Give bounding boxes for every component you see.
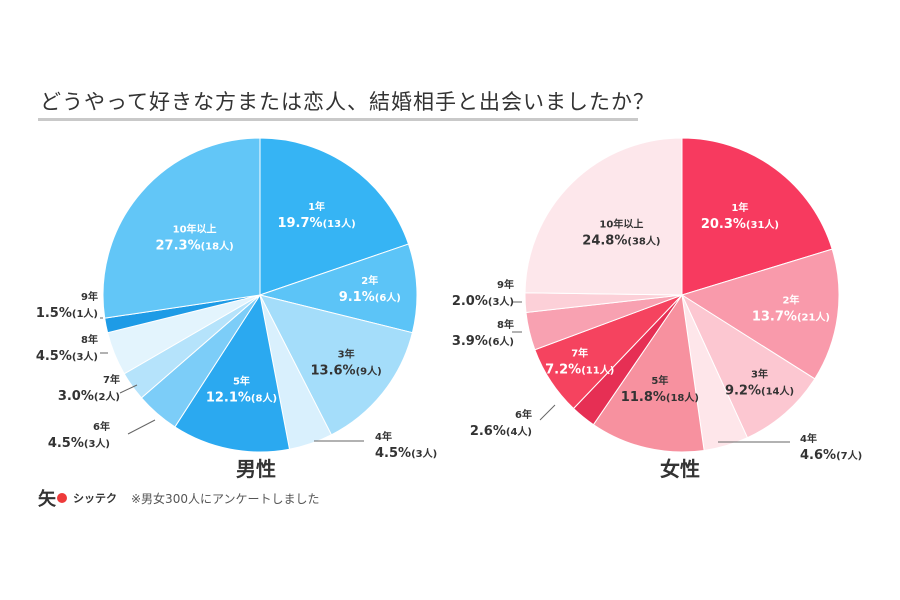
leader-line-6 (127, 419, 156, 435)
chart-title: 女性 (660, 457, 700, 481)
slice-label-1-value: 19.7%(13人) (277, 216, 355, 231)
slice-label-8-value: 3.9%(6人) (452, 334, 514, 349)
slice-label-5-category: 5年 (651, 374, 668, 387)
pie-slice-1 (681, 137, 833, 296)
page-title: どうやって好きな方または恋人、結婚相手と出会いましたか？ (40, 90, 655, 114)
pie-chart-1: 1年 19.7%(13人) 2年 9.1%(6人) 3年 13.6%(9人) 4年 4.5%(… (36, 137, 437, 481)
slice-label-8-value: 4.5%(3人) (36, 349, 98, 364)
pie-slice-3 (680, 293, 816, 439)
leader-line-6 (539, 404, 556, 421)
slice-label-9-value: 2.0%(3人) (452, 294, 514, 309)
footer: 矢 シッテク ※男女300人にアンケートしました (38, 486, 319, 510)
leader-line-7 (119, 384, 138, 394)
slice-label-3-value: 9.2%(14人) (725, 384, 794, 399)
slice-label-3-category: 3年 (338, 347, 355, 360)
slice-label-8-category: 8年 (81, 333, 98, 346)
slice-label-9-category: 9年 (81, 290, 98, 303)
slice-label-4-value: 4.5%(3人) (375, 446, 437, 461)
slice-label-6-category: 6年 (93, 420, 110, 433)
slice-label-2-value: 9.1%(6人) (339, 290, 401, 305)
slice-label-7-value: 7.2%(11人) (545, 362, 614, 377)
slice-label-5-category: 5年 (233, 375, 250, 388)
slice-label-1-value: 20.3%(31人) (701, 217, 779, 232)
slice-label-9-value: 1.5%(1人) (36, 306, 98, 321)
pie-chart-2: 1年 20.3%(31人) 2年 13.7%(21人) 3年 9.2%(14人) 4年 4.6… (452, 137, 862, 481)
slice-label-6-value: 2.6%(4人) (470, 424, 532, 439)
logo-mark: 矢 (38, 489, 56, 510)
slice-label-6-value: 4.5%(3人) (48, 436, 110, 451)
logo-dot-icon (57, 493, 67, 503)
slice-label-8-category: 8年 (497, 318, 514, 331)
slice-label-7-value: 3.0%(2人) (58, 389, 120, 404)
pie-slice-5 (592, 293, 705, 453)
brand-logo: 矢 シッテク (38, 485, 117, 511)
slice-label-7-category: 7年 (571, 346, 588, 359)
pie-slice-2 (258, 243, 418, 334)
pie-slice-10 (102, 137, 261, 319)
slice-label-10-category: 10年以上 (599, 218, 643, 231)
title-underline (38, 118, 638, 121)
slice-label-2-value: 13.7%(21人) (752, 310, 830, 325)
slice-label-5-value: 11.8%(18人) (621, 390, 699, 405)
slice-label-1-category: 1年 (308, 200, 325, 213)
slice-label-3-category: 3年 (751, 368, 768, 381)
pie-slice-3 (259, 294, 414, 436)
slice-label-2-category: 2年 (782, 294, 799, 307)
slice-label-10-value: 24.8%(38人) (582, 234, 660, 249)
slice-label-4-category: 4年 (800, 432, 817, 445)
pie-slice-5 (174, 293, 291, 453)
chart-title: 男性 (236, 457, 276, 481)
slice-label-1-category: 1年 (731, 201, 748, 214)
slice-label-3-value: 13.6%(9人) (310, 363, 381, 378)
survey-note: ※男女300人にアンケートしました (131, 491, 320, 506)
slice-label-10-value: 27.3%(18人) (156, 239, 234, 254)
slice-label-2-category: 2年 (361, 274, 378, 287)
pie-slice-2 (680, 248, 840, 380)
slice-label-4-category: 4年 (375, 430, 392, 443)
logo-text: シッテク (73, 492, 117, 505)
slice-label-6-category: 6年 (515, 408, 532, 421)
slice-label-9-category: 9年 (497, 278, 514, 291)
pie-slice-1 (259, 137, 410, 296)
pie-slice-10 (524, 137, 683, 296)
slice-label-7-category: 7年 (103, 373, 120, 386)
slice-label-5-value: 12.1%(8人) (206, 391, 277, 406)
slice-label-10-category: 10年以上 (173, 223, 217, 236)
slice-label-4-value: 4.6%(7人) (800, 448, 862, 463)
